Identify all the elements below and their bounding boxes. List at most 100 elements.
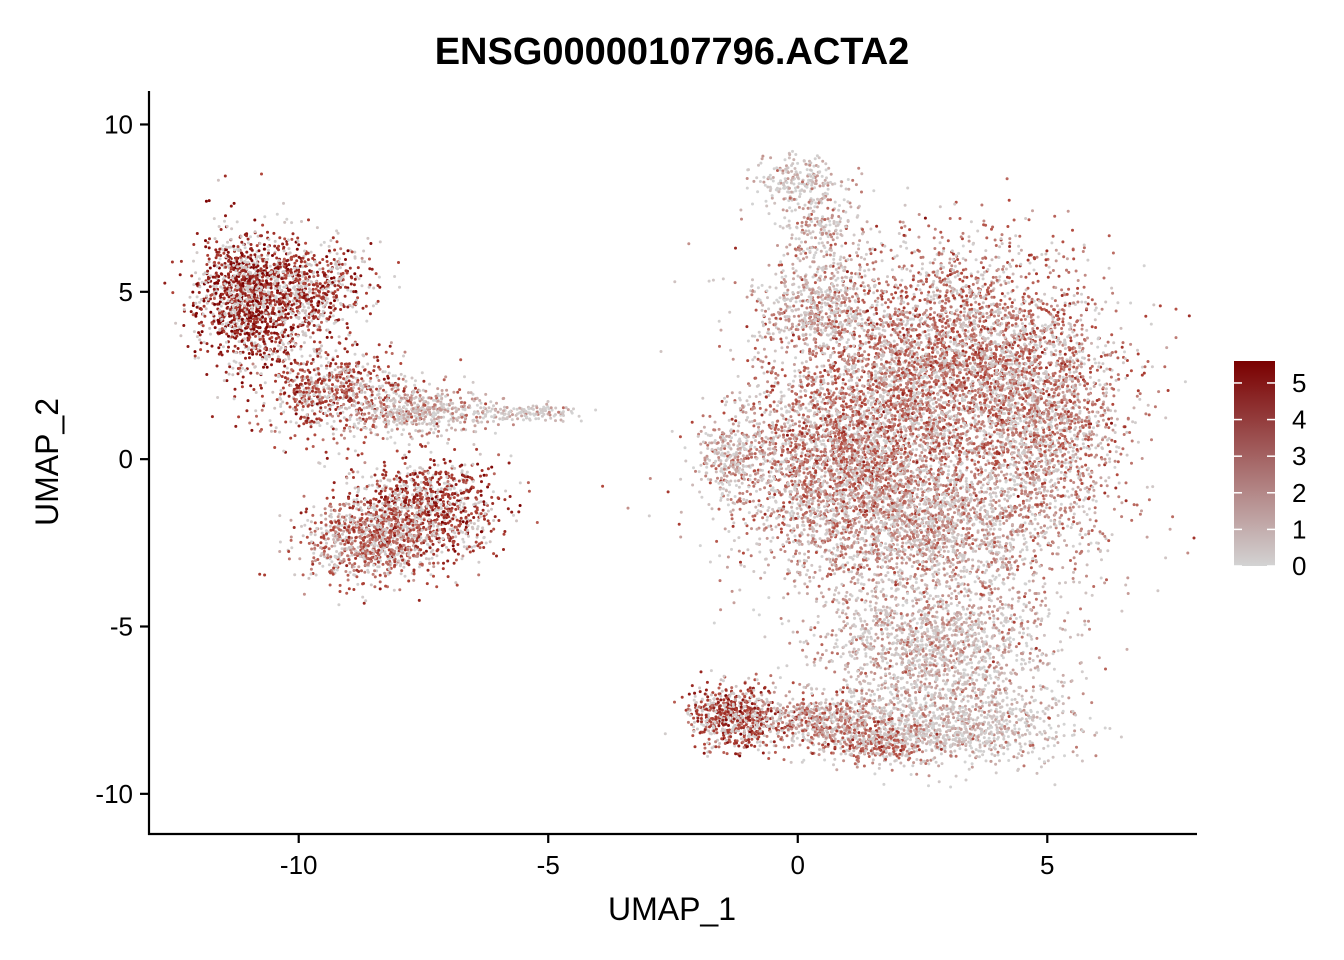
- scatter-point: [486, 485, 490, 489]
- scatter-point: [333, 385, 337, 389]
- scatter-point: [276, 291, 279, 295]
- scatter-point: [286, 297, 290, 301]
- scatter-point: [250, 259, 254, 262]
- scatter-point: [403, 393, 407, 397]
- scatter-point: [325, 366, 328, 370]
- scatter-point: [289, 325, 293, 329]
- scatter-point: [290, 303, 294, 307]
- scatter-point: [253, 314, 257, 318]
- scatter-point: [293, 434, 297, 438]
- scatter-point: [376, 560, 380, 564]
- scatter-point: [234, 360, 238, 364]
- scatter-point: [239, 289, 243, 293]
- scatter-point: [416, 545, 420, 549]
- scatter-point: [467, 391, 470, 395]
- scatter-point: [517, 510, 521, 514]
- scatter-point: [348, 506, 352, 510]
- scatter-point: [434, 470, 438, 474]
- scatter-point: [219, 272, 223, 276]
- scatter-point: [422, 518, 426, 522]
- scatter-point: [475, 447, 479, 451]
- scatter-point: [446, 532, 450, 536]
- scatter-point: [477, 573, 481, 577]
- scatter-point: [420, 429, 424, 433]
- scatter-point: [376, 514, 380, 518]
- scatter-point: [278, 430, 282, 434]
- scatter-point: [282, 370, 286, 374]
- scatter-point: [352, 519, 356, 523]
- scatter-point: [309, 378, 313, 382]
- scatter-point: [203, 314, 207, 318]
- scatter-point: [221, 345, 225, 349]
- scatter-point: [482, 514, 486, 518]
- scatter-point: [475, 533, 479, 537]
- scatter-point: [193, 350, 197, 354]
- scatter-point: [274, 426, 278, 430]
- scatter-point: [313, 521, 317, 525]
- scatter-point: [265, 281, 269, 285]
- scatter-point: [413, 419, 417, 423]
- scatter-point: [422, 403, 426, 407]
- scatter-point: [487, 522, 491, 525]
- scatter-point: [445, 545, 448, 549]
- scatter-point: [480, 541, 484, 545]
- scatter-point: [250, 330, 253, 334]
- scatter-point: [291, 232, 295, 236]
- scatter-point: [254, 391, 258, 394]
- scatter-point: [330, 267, 334, 271]
- scatter-point: [193, 356, 197, 360]
- scatter-point: [458, 507, 462, 511]
- scatter-point: [261, 223, 265, 227]
- scatter-point: [260, 286, 264, 290]
- scatter-point: [419, 480, 423, 484]
- scatter-point: [420, 371, 424, 375]
- scatter-point: [304, 334, 308, 338]
- scatter-point: [341, 283, 344, 287]
- scatter-point: [283, 346, 287, 350]
- scatter-point: [218, 247, 222, 251]
- scatter-point: [396, 408, 400, 412]
- scatter-point: [341, 397, 345, 401]
- scatter-point: [507, 461, 511, 465]
- scatter-point: [285, 366, 289, 370]
- scatter-point: [197, 356, 200, 360]
- scatter-point: [426, 498, 430, 502]
- chart-title: ENSG00000107796.ACTA2: [435, 31, 910, 73]
- scatter-point: [273, 287, 277, 290]
- scatter-point: [170, 260, 174, 264]
- scatter-point: [408, 498, 411, 502]
- scatter-point: [420, 512, 424, 516]
- scatter-point: [441, 496, 445, 500]
- scatter-point: [270, 363, 273, 367]
- scatter-point: [220, 322, 224, 326]
- scatter-point: [376, 538, 379, 542]
- scatter-point: [424, 389, 428, 393]
- scatter-point: [449, 398, 453, 402]
- scatter-point: [435, 537, 439, 541]
- scatter-point: [206, 269, 210, 273]
- scatter-point: [506, 507, 510, 511]
- scatter-point: [447, 486, 451, 490]
- scatter-point: [279, 302, 283, 306]
- scatter-point: [462, 490, 466, 494]
- scatter-point: [262, 290, 266, 294]
- scatter-point: [336, 412, 339, 416]
- scatter-point: [418, 491, 422, 495]
- scatter-point: [303, 377, 307, 380]
- scatter-point: [373, 508, 376, 512]
- scatter-point: [535, 521, 539, 524]
- scatter-point: [297, 424, 301, 428]
- scatter-point: [375, 524, 379, 527]
- scatter-point: [472, 516, 476, 519]
- scatter-point: [405, 495, 409, 499]
- scatter-point: [285, 242, 289, 246]
- scatter-point: [242, 341, 246, 345]
- scatter-point: [316, 543, 320, 547]
- scatter-point: [312, 551, 316, 555]
- scatter-point: [451, 412, 455, 415]
- scatter-point: [415, 493, 418, 497]
- scatter-point: [458, 464, 462, 468]
- scatter-point: [385, 437, 389, 441]
- scatter-point: [214, 271, 218, 275]
- scatter-point: [264, 311, 268, 315]
